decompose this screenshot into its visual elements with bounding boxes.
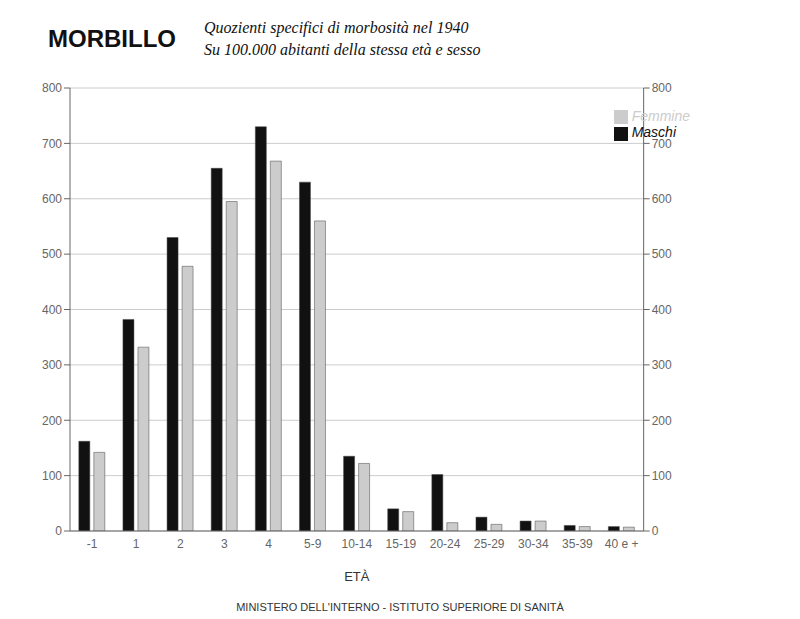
svg-text:40 e +: 40 e + [605, 537, 639, 551]
svg-text:3: 3 [221, 537, 228, 551]
svg-text:10-14: 10-14 [341, 537, 372, 551]
svg-text:800: 800 [652, 81, 672, 95]
svg-text:200: 200 [42, 414, 62, 428]
html-text:MINISTERO DELL'INTERNO - ISTIT: MINISTERO DELL'INTERNO - ISTITUTO SUPERI… [236, 601, 564, 613]
svg-text:700: 700 [652, 137, 672, 151]
svg-text:400: 400 [652, 303, 672, 317]
svg-text:500: 500 [42, 247, 62, 261]
svg-text:4: 4 [265, 537, 272, 551]
svg-text:ETÀ: ETÀ [344, 569, 370, 584]
svg-text:300: 300 [42, 358, 62, 372]
svg-text:300: 300 [652, 358, 672, 372]
svg-text:0: 0 [652, 524, 659, 538]
html-text:MORBILLO: MORBILLO [48, 25, 176, 52]
svg-text:600: 600 [42, 192, 62, 206]
svg-text:600: 600 [652, 192, 672, 206]
svg-text:-1: -1 [87, 537, 98, 551]
svg-text:100: 100 [42, 469, 62, 483]
svg-text:30-34: 30-34 [518, 537, 549, 551]
svg-text:25-29: 25-29 [474, 537, 505, 551]
svg-text:5-9: 5-9 [304, 537, 322, 551]
svg-text:35-39: 35-39 [562, 537, 593, 551]
svg-text:20-24: 20-24 [430, 537, 461, 551]
svg-text:200: 200 [652, 414, 672, 428]
html-text:Maschi: Maschi [631, 124, 676, 141]
svg-text:0: 0 [55, 524, 62, 538]
svg-text:500: 500 [652, 247, 672, 261]
svg-text:100: 100 [652, 469, 672, 483]
svg-text:15-19: 15-19 [386, 537, 417, 551]
html-text:Quozienti specifici di morbosi: Quozienti specifici di morbosità nel 194… [204, 19, 469, 36]
svg-text:800: 800 [42, 81, 62, 95]
svg-text:700: 700 [42, 137, 62, 151]
html-text:Su 100.000 abitanti della stes: Su 100.000 abitanti della stessa età e s… [204, 41, 481, 58]
svg-text:400: 400 [42, 303, 62, 317]
svg-text:2: 2 [177, 537, 184, 551]
html-text:Femmine: Femmine [631, 108, 690, 124]
svg-text:1: 1 [133, 537, 140, 551]
